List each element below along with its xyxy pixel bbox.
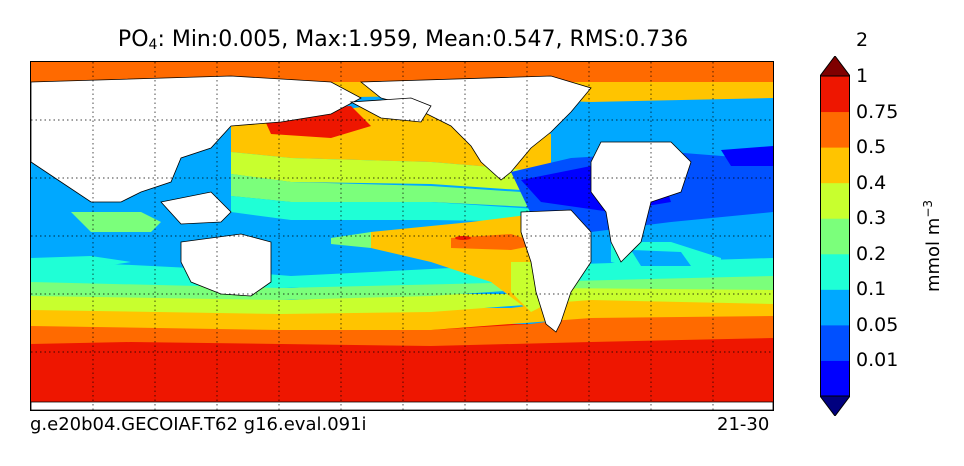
land-masses (31, 75, 773, 410)
colorbar-tick-label: 0.5 (856, 136, 887, 159)
colorbar-segment (820, 289, 850, 326)
colorbar-extend-max (820, 56, 850, 77)
colorbar-tick-label: 0.4 (856, 171, 887, 194)
colorbar-tick-label: 2 (856, 29, 869, 52)
colorbar-tick-label: 0.3 (856, 207, 887, 230)
colorbar-tick-label: 0.75 (856, 100, 899, 123)
colorbar-tick-label: 0.05 (856, 313, 899, 336)
southern-subantarctic-band (31, 298, 773, 330)
eurasia (31, 75, 362, 203)
antarctica (31, 401, 773, 410)
ocean-map (31, 62, 773, 410)
chart-title: PO4: Min:0.005, Max:1.959, Mean:0.547, R… (117, 27, 689, 53)
map-panel (30, 61, 774, 411)
africa (590, 141, 692, 263)
colorbar-tick-label: 0.2 (856, 242, 887, 265)
colorbar-tick-label: 0.1 (856, 278, 887, 301)
colorbar-segment (820, 253, 850, 290)
colorbar-segment (820, 360, 850, 397)
colorbar-segment (820, 147, 850, 184)
greenland (349, 97, 432, 123)
maritime-continent (160, 191, 232, 225)
colorbar-extend-min (820, 395, 850, 416)
indian-ocean-patch (71, 212, 161, 232)
colorbar-segment (820, 76, 850, 113)
units-label: mmol m−3 (921, 199, 944, 293)
run-label: g.e20b04.GECOIAF.T62 g16.eval.091i (30, 414, 367, 435)
depth-label: 21-30 (717, 414, 770, 435)
south-america (520, 209, 592, 333)
colorbar-tick-label: 1 (856, 65, 869, 87)
colorbar-segment (820, 324, 850, 361)
colorbar-tick-label: 0.01 (856, 349, 899, 372)
colorbar-segment (820, 182, 850, 219)
colorbar-segment (820, 218, 850, 255)
colorbar-segment (820, 111, 850, 148)
colorbar (820, 56, 850, 416)
australia (180, 233, 272, 297)
